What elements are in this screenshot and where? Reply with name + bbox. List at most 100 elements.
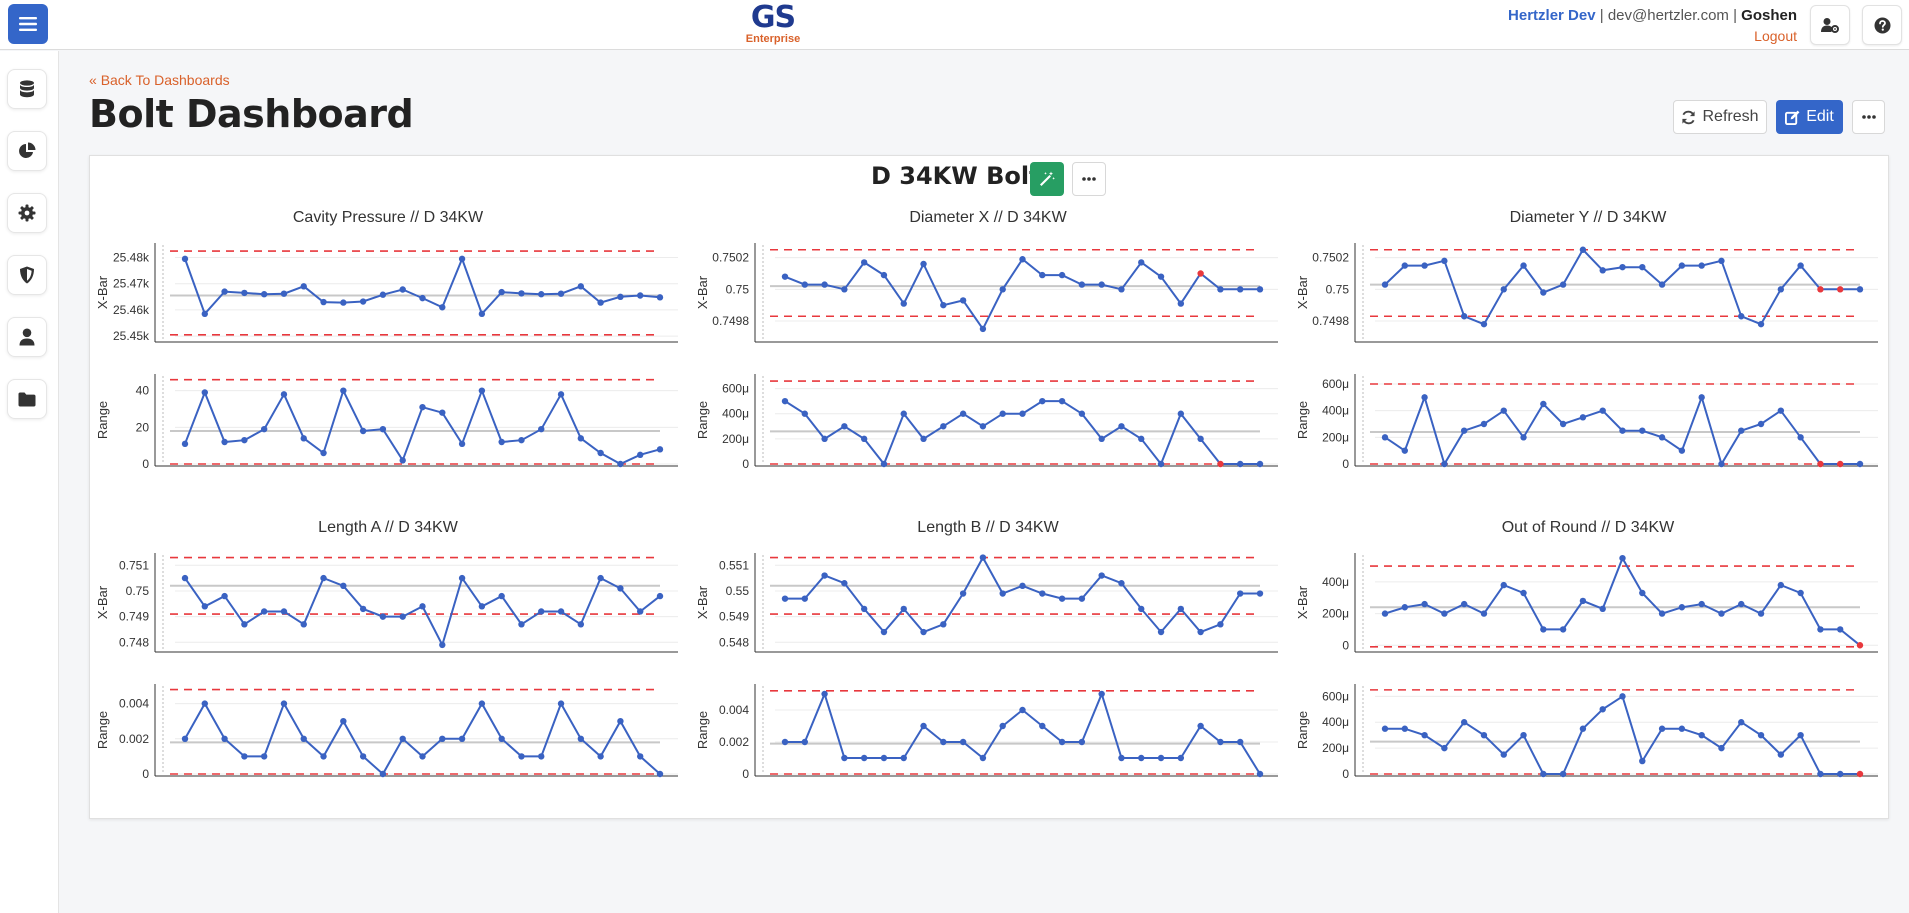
sidebar-item-files[interactable]	[7, 379, 47, 419]
data-point	[1381, 610, 1389, 617]
y-tick-label: 0.7498	[712, 314, 749, 328]
control-chart: Length B // D 34KW 0.548 0.549 0.55 0.551 X-B…	[695, 519, 1278, 781]
sidebar-item-settings[interactable]	[7, 193, 47, 233]
data-point	[181, 255, 189, 263]
user-info: Hertzler Dev | dev@hertzler.com | Goshen…	[1508, 6, 1797, 47]
gs-logo[interactable]: GS Enterprise	[738, 2, 808, 45]
data-point	[498, 438, 505, 446]
data-point	[241, 289, 248, 297]
data-point	[478, 387, 486, 394]
user-icon	[19, 328, 35, 346]
y-tick-label: 0.75	[126, 584, 150, 598]
data-point	[1441, 744, 1448, 752]
y-tick-label: 25.46k	[113, 303, 150, 317]
data-point	[1579, 597, 1587, 605]
data-point	[201, 700, 208, 707]
data-point	[860, 259, 868, 266]
data-point	[518, 621, 525, 628]
data-point	[1421, 394, 1428, 401]
y-tick-label: 0	[1342, 638, 1349, 652]
card-more-button[interactable]	[1072, 162, 1106, 196]
edit-button[interactable]: Edit	[1776, 100, 1843, 134]
data-point	[1157, 628, 1165, 636]
data-point	[860, 435, 868, 443]
y-axis-label: X-Bar	[1295, 585, 1310, 619]
data-point	[1078, 410, 1086, 417]
data-point	[1678, 725, 1686, 732]
data-point	[880, 271, 888, 279]
data-point	[280, 608, 288, 615]
gear-icon	[18, 204, 36, 222]
data-point	[1237, 460, 1244, 468]
refresh-button[interactable]: Refresh	[1673, 100, 1767, 134]
data-point	[1098, 690, 1105, 698]
menu-button[interactable]	[8, 4, 48, 44]
data-point	[1757, 320, 1765, 328]
data-point	[1480, 610, 1488, 617]
data-point	[1678, 447, 1686, 454]
data-point	[637, 292, 644, 299]
user-settings-button[interactable]	[1810, 5, 1850, 45]
y-tick-label: 25.48k	[113, 251, 150, 265]
data-point	[1441, 610, 1448, 617]
data-point	[1777, 286, 1785, 293]
y-tick-label: 400μ	[722, 407, 749, 421]
data-point	[221, 592, 228, 600]
data-point	[1381, 725, 1389, 732]
back-to-dashboards-link[interactable]: « Back To Dashboards	[89, 72, 230, 88]
refresh-icon	[1682, 110, 1696, 124]
data-point	[1500, 581, 1507, 589]
data-point	[1118, 580, 1125, 587]
data-point	[1817, 626, 1824, 633]
data-point	[478, 700, 486, 707]
data-point	[577, 283, 585, 290]
range-panel: 0 200μ 400μ 600μ Range	[1295, 684, 1878, 781]
data-point	[1599, 706, 1606, 713]
data-point	[1401, 604, 1408, 611]
data-point	[821, 690, 828, 698]
data-point	[359, 427, 367, 435]
data-point	[1480, 731, 1488, 739]
magic-wand-button[interactable]	[1030, 162, 1064, 196]
data-point	[577, 435, 585, 442]
data-point	[1698, 394, 1705, 401]
data-point	[617, 718, 624, 725]
refresh-label: Refresh	[1702, 108, 1759, 125]
data-point	[1039, 397, 1046, 405]
logout-link[interactable]: Logout	[1754, 28, 1797, 44]
data-point	[1757, 610, 1765, 617]
data-point	[201, 389, 208, 396]
data-point	[1098, 572, 1105, 579]
data-point	[940, 621, 947, 628]
card-title: D 34KW Bolt	[871, 162, 1041, 190]
data-point	[1157, 754, 1165, 762]
help-button[interactable]	[1862, 5, 1902, 45]
data-point	[320, 574, 327, 582]
data-point	[320, 298, 327, 306]
sidebar-item-dashboards[interactable]	[7, 131, 47, 171]
chart-title: Diameter Y // D 34KW	[1510, 209, 1668, 226]
y-tick-label: 0	[1342, 767, 1349, 781]
data-point	[979, 554, 987, 561]
control-chart: Diameter Y // D 34KW 0.7498 0.75 0.7502X-Ba…	[1295, 209, 1878, 471]
data-point	[1559, 626, 1567, 633]
data-point	[1500, 286, 1507, 293]
data-point	[181, 735, 189, 742]
sidebar-item-security[interactable]	[7, 255, 47, 295]
data-point	[1738, 313, 1745, 320]
data-point	[1559, 281, 1567, 288]
data-point	[340, 387, 347, 394]
data-point	[1138, 754, 1145, 762]
data-point	[999, 590, 1006, 597]
data-point	[959, 590, 967, 597]
data-point	[1078, 738, 1086, 746]
sidebar-item-users[interactable]	[7, 317, 47, 357]
data-point	[637, 608, 644, 615]
data-point	[959, 410, 967, 417]
data-point	[999, 286, 1006, 293]
data-point	[379, 425, 387, 433]
sidebar-item-data[interactable]	[7, 69, 47, 109]
data-point	[1157, 460, 1165, 468]
page-more-button[interactable]	[1852, 100, 1885, 134]
data-point	[597, 753, 604, 760]
